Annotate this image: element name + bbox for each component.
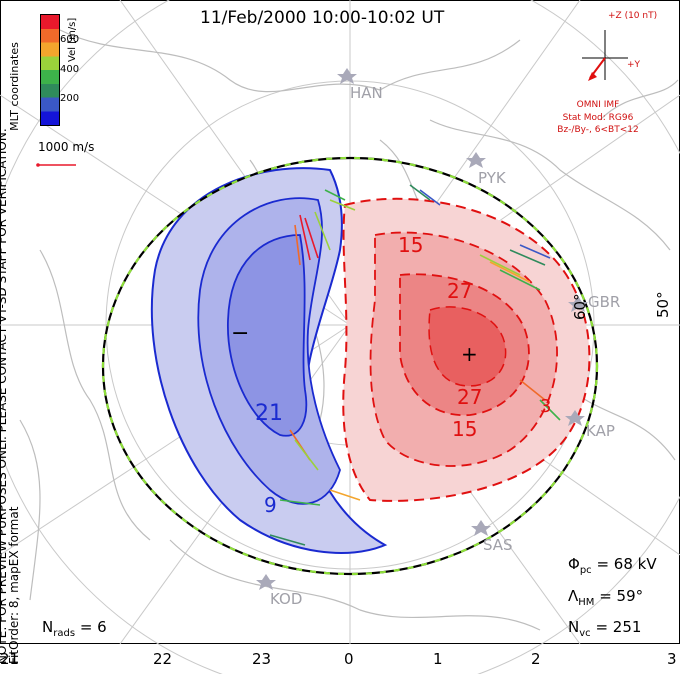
imf-vector-head: [588, 72, 597, 81]
imf-z-label: +Z (10 nT): [608, 11, 658, 21]
mlt-tick-21: 21: [0, 650, 20, 668]
map-title: 11/Feb/2000 10:00-10:02 UT: [200, 8, 445, 28]
preview-note: NOTE: FOR PREVIEW PURPOSES ONLY. PLEASE …: [0, 4, 21, 664]
mlt-tick-22: 22: [153, 650, 173, 668]
velocity-colorbar: [40, 14, 60, 126]
positive-contour-core: [428, 306, 507, 387]
nrads-symbol: N: [42, 618, 54, 636]
phi-symbol: Φ: [568, 555, 580, 573]
coastlines: [19, 29, 679, 631]
nrads-value: = 6: [79, 618, 107, 636]
mlt-tick-3: 3: [667, 650, 677, 668]
vector-count: Nvc = 251: [568, 618, 641, 639]
potential-max-marker: +: [461, 342, 478, 366]
station-markers: [256, 68, 588, 590]
lat-label-60: 60°: [571, 293, 589, 320]
contour-label-pos-27b: 27: [457, 385, 482, 409]
stat-model: Stat Mod: RG96: [562, 113, 634, 123]
station-label-han: HAN: [350, 84, 383, 102]
nvc-value: = 251: [595, 618, 642, 636]
nrads-sub: rads: [53, 628, 76, 639]
station-label-sas: SAS: [483, 536, 513, 554]
phi-value: = 68 kV: [596, 555, 657, 573]
mlt-tick-23: 23: [252, 650, 272, 668]
boundary-dash: [101, 156, 599, 576]
negative-contour-inner: [227, 234, 308, 437]
nvc-symbol: N: [568, 618, 580, 636]
contour-label-pos-15b: 15: [452, 417, 477, 441]
colorbar-tick-600: 600: [60, 34, 80, 45]
hm-boundary-latitude: ΛHM = 59°: [568, 587, 643, 608]
contour-label-pos-27a: 27: [447, 279, 472, 303]
fit-order-text: FitOrder: 8, mapEX format: [7, 506, 21, 664]
cross-polar-potential: Φpc = 68 kV: [568, 555, 657, 576]
mlt-tick-1: 1: [433, 650, 443, 668]
station-label-kap: KAP: [586, 422, 615, 440]
contour-label-neg-9: 9: [264, 493, 277, 517]
nvc-sub: vc: [579, 628, 591, 639]
scale-vector-dot: [36, 163, 40, 167]
lambda-sub: HM: [578, 597, 595, 608]
imf-y-label: +Y: [627, 60, 641, 70]
mlt-tick-2: 2: [531, 650, 541, 668]
mlt-tick-0: 0: [344, 650, 354, 668]
imf-condition: Bz-/By-, 6<BT<12: [557, 125, 639, 135]
station-label-kod: KOD: [270, 590, 302, 608]
colorbar-tick-200: 200: [60, 93, 80, 104]
lambda-value: = 59°: [599, 587, 644, 605]
lambda-symbol: Λ: [568, 587, 579, 605]
lat-label-50: 50°: [654, 291, 672, 318]
velocity-vectors: [269, 184, 561, 546]
scale-vector-label: 1000 m/s: [38, 140, 95, 154]
imf-source: OMNI IMF: [576, 100, 620, 110]
colorbar-label: Vel [m/s]: [67, 17, 78, 62]
station-label-gbr: GBR: [588, 293, 620, 311]
contour-label-neg-21: 21: [255, 401, 283, 426]
station-label-pyk: PYK: [478, 169, 507, 187]
potential-min-marker: −: [231, 321, 249, 346]
contour-label-pos-3: 3: [540, 396, 551, 417]
colorbar-tick-400: 400: [60, 64, 80, 75]
contour-label-pos-15a: 15: [398, 233, 423, 257]
radar-count: Nrads = 6: [42, 618, 107, 639]
phi-sub: pc: [579, 565, 592, 576]
